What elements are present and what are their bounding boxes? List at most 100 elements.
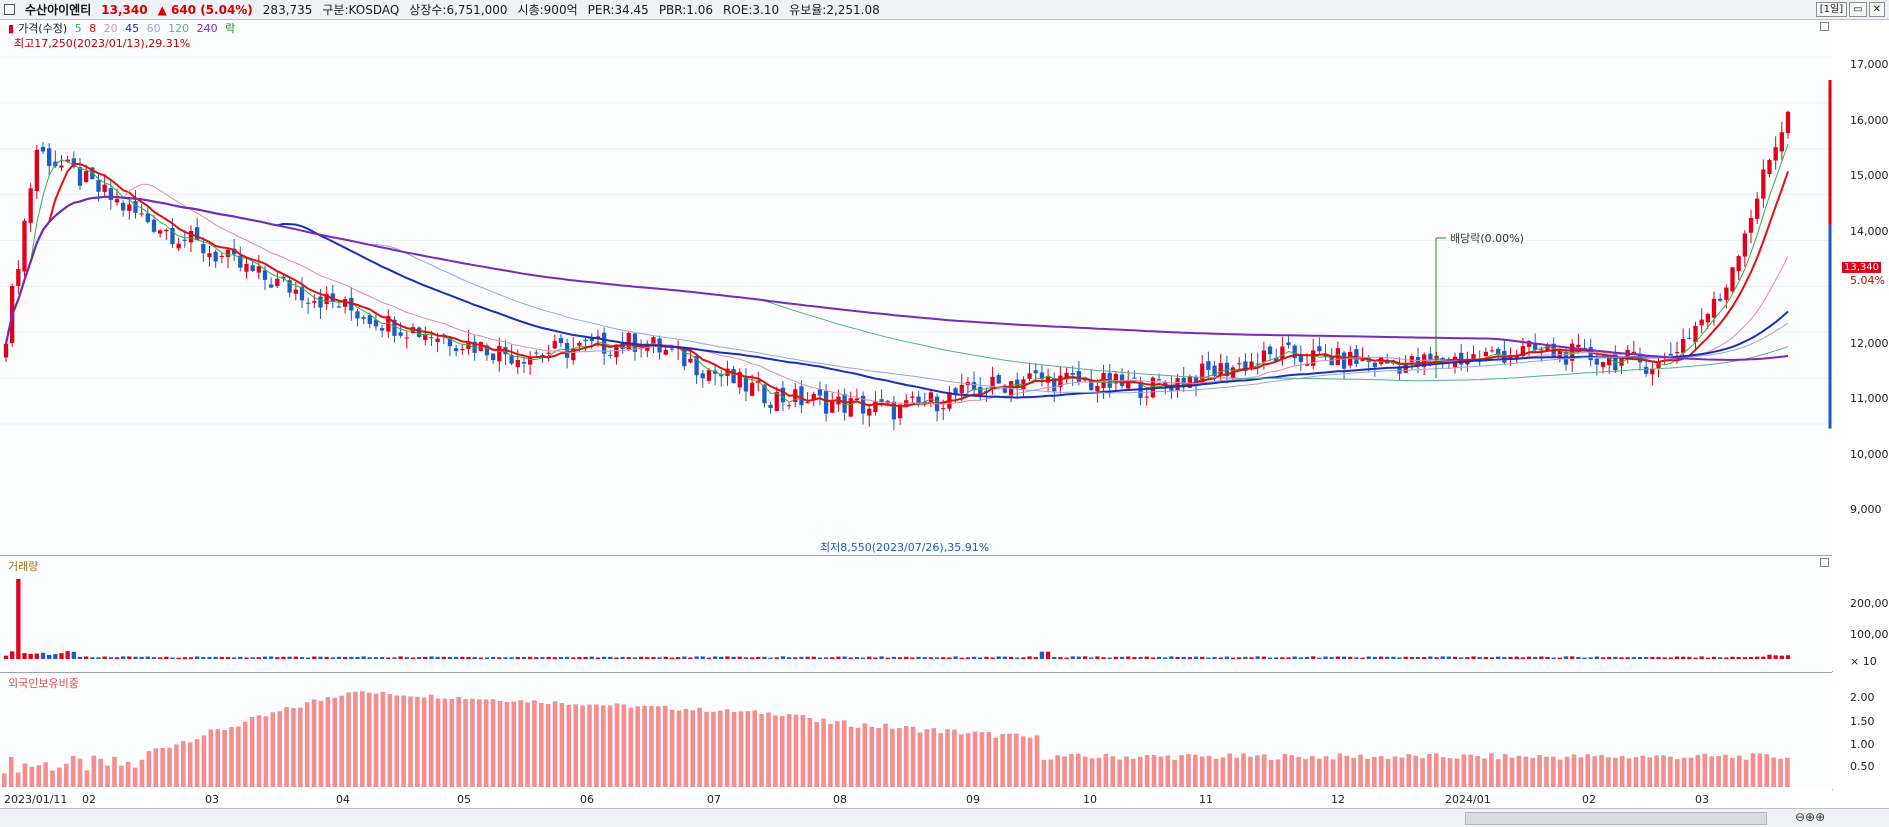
legend-ex: 락 <box>225 22 236 35</box>
foreign-bar <box>2 773 7 787</box>
foreign-bar <box>105 765 110 787</box>
volume-bar <box>941 657 946 659</box>
candle-body <box>71 158 76 168</box>
candle-body <box>1039 372 1045 380</box>
foreign-bar <box>146 751 152 787</box>
candle-body <box>22 220 27 272</box>
candle-body <box>1052 378 1057 392</box>
foreign-bar <box>483 699 489 787</box>
foreign-bar <box>1351 757 1356 787</box>
candle-body <box>1718 298 1723 301</box>
volume-bar <box>1138 656 1143 659</box>
volume-bar <box>601 656 607 659</box>
zoom-icon[interactable]: ⊖⊕⊕ <box>1795 810 1826 824</box>
volume-bar <box>836 656 841 659</box>
volume-bar <box>1249 657 1254 659</box>
foreign-bar <box>497 700 503 787</box>
foreign-bar <box>1193 754 1198 787</box>
low-annotation: 최저8,550(2023/07/26),35.91% <box>820 541 990 554</box>
candle-body <box>1058 375 1063 388</box>
volume-bar <box>657 657 662 659</box>
volume-bar <box>922 657 927 659</box>
foreign-bar <box>1365 758 1370 787</box>
foreign-bar <box>890 728 895 787</box>
candle-body <box>897 404 903 419</box>
candle-body <box>1274 357 1279 362</box>
pane-close-icon[interactable] <box>1820 22 1829 31</box>
candle-body <box>1576 344 1581 348</box>
foreign-bar <box>125 761 131 787</box>
foreign-bar <box>855 727 861 787</box>
volume-bar <box>947 657 952 659</box>
period-button[interactable]: [1일] <box>1815 2 1848 17</box>
candle-body <box>1724 287 1729 300</box>
volume-bar <box>1631 657 1636 659</box>
close-button[interactable]: ✕ <box>1868 2 1885 17</box>
foreign-bar <box>1613 757 1618 787</box>
foreign-bar <box>1606 757 1611 787</box>
foreign-bar <box>993 737 998 787</box>
volume-bar <box>158 657 163 659</box>
pane-close-icon[interactable] <box>1820 558 1829 567</box>
candle-body <box>589 337 594 342</box>
last-price-tag: 13,340 <box>1842 262 1881 273</box>
candle-body <box>287 280 292 293</box>
candle-body <box>1181 377 1186 387</box>
volume-bar <box>897 657 903 659</box>
scroll-bar[interactable]: ⊖⊕⊕ <box>0 808 1889 827</box>
volume-bar <box>484 657 490 659</box>
foreign-bar <box>8 756 14 787</box>
volume-bar <box>1748 656 1754 659</box>
foreign-bar <box>518 700 523 787</box>
volume-bar <box>527 656 533 659</box>
candle-body <box>706 370 712 381</box>
candle-body <box>595 336 601 339</box>
volume-bar <box>1323 656 1328 659</box>
volume-bar <box>1452 656 1458 659</box>
volume-bar <box>1397 657 1402 659</box>
scroll-thumb[interactable] <box>1465 812 1767 825</box>
volume-bar <box>114 657 120 659</box>
foreign-bar <box>1241 753 1246 787</box>
menu-checkbox[interactable] <box>4 4 15 15</box>
candle-body <box>1021 379 1026 390</box>
market-type: 구분:KOSDAQ <box>322 3 400 17</box>
foreign-bar <box>442 698 448 787</box>
volume-bar <box>1206 657 1211 659</box>
foreign-bar <box>766 712 771 787</box>
foreign-bar <box>614 703 620 787</box>
candle-body <box>1459 352 1464 365</box>
candle-body <box>1187 376 1193 388</box>
foreign-bar <box>57 767 62 787</box>
volume-bar <box>1539 656 1544 659</box>
candle-body <box>1711 298 1717 318</box>
volume-bar <box>312 656 317 659</box>
volume-bar <box>1711 656 1717 659</box>
candle-body <box>416 327 422 337</box>
volume-bar <box>423 656 428 659</box>
candle-body <box>268 284 274 288</box>
foreign-bar <box>690 710 696 787</box>
candle-body <box>1415 357 1421 366</box>
volume-bar <box>583 656 588 659</box>
volume-bar <box>330 657 335 659</box>
candle-body <box>435 338 440 343</box>
candle-body <box>996 374 1001 384</box>
foreign-bar <box>539 703 544 787</box>
foreign-bar <box>1165 755 1171 787</box>
volume-bar <box>1033 656 1038 659</box>
foreign-bar <box>628 707 634 787</box>
volume-bar <box>953 656 958 659</box>
candle-body <box>3 343 9 358</box>
foreign-bar <box>1144 755 1150 787</box>
foreign-bar <box>470 698 475 787</box>
volume-bar <box>1021 657 1026 659</box>
candle-body <box>1089 380 1094 391</box>
minimize-button[interactable]: ▭ <box>1849 2 1867 17</box>
foreign-bar <box>1619 755 1625 787</box>
volume-bar <box>1008 656 1014 659</box>
foreign-bar <box>1220 757 1226 787</box>
foreign-bar <box>277 711 282 787</box>
price-axis <box>1832 20 1889 554</box>
foreign-bar <box>1461 754 1467 787</box>
